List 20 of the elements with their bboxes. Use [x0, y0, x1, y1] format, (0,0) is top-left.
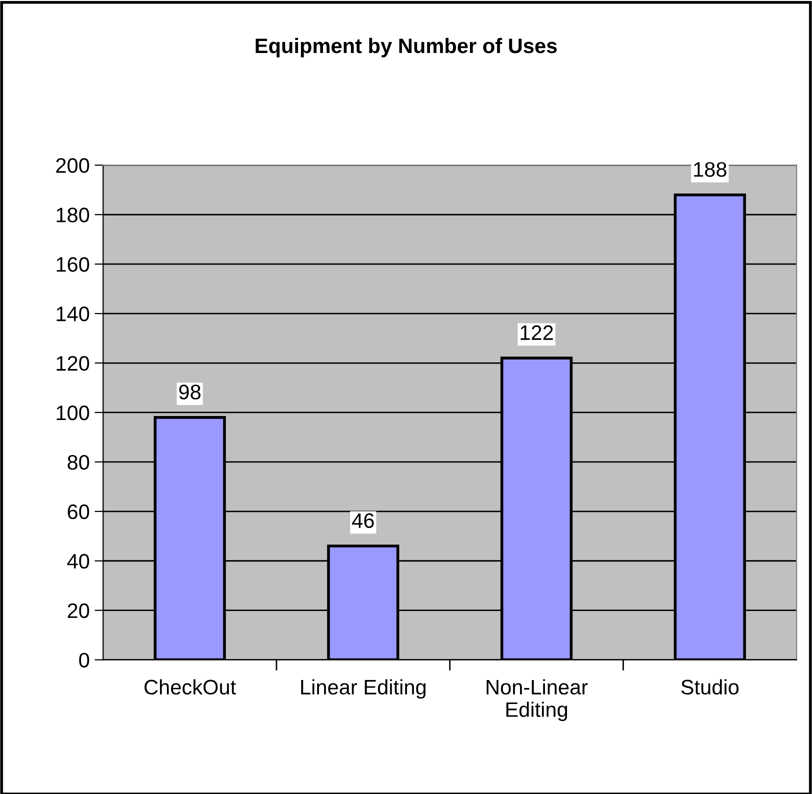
x-tick-label: Linear Editing: [301, 679, 426, 699]
y-tick-label: 80: [68, 454, 90, 470]
y-tick-label: 60: [68, 504, 90, 520]
chart-title: Equipment by Number of Uses: [256, 38, 557, 58]
y-tick-label: 140: [56, 306, 90, 322]
y-tick-label: 180: [56, 208, 90, 222]
y-tick-label: 200: [56, 158, 90, 173]
y-tick-label: 0: [79, 652, 90, 668]
y-tick-label: 120: [56, 356, 90, 371]
y-tick-label: 40: [67, 554, 90, 569]
data-label: 98: [179, 384, 200, 400]
data-label: 122: [520, 325, 553, 340]
data-label: 188: [694, 162, 726, 177]
y-tick-label: 100: [56, 405, 90, 420]
x-tick-label: Non-Linear Editing: [486, 679, 588, 722]
x-tick-label: CheckOut: [144, 679, 236, 695]
y-tick-label: 160: [56, 257, 90, 272]
data-label: 46: [352, 513, 374, 528]
y-tick-label: 20: [68, 603, 90, 618]
x-tick-label: Studio: [681, 679, 739, 695]
